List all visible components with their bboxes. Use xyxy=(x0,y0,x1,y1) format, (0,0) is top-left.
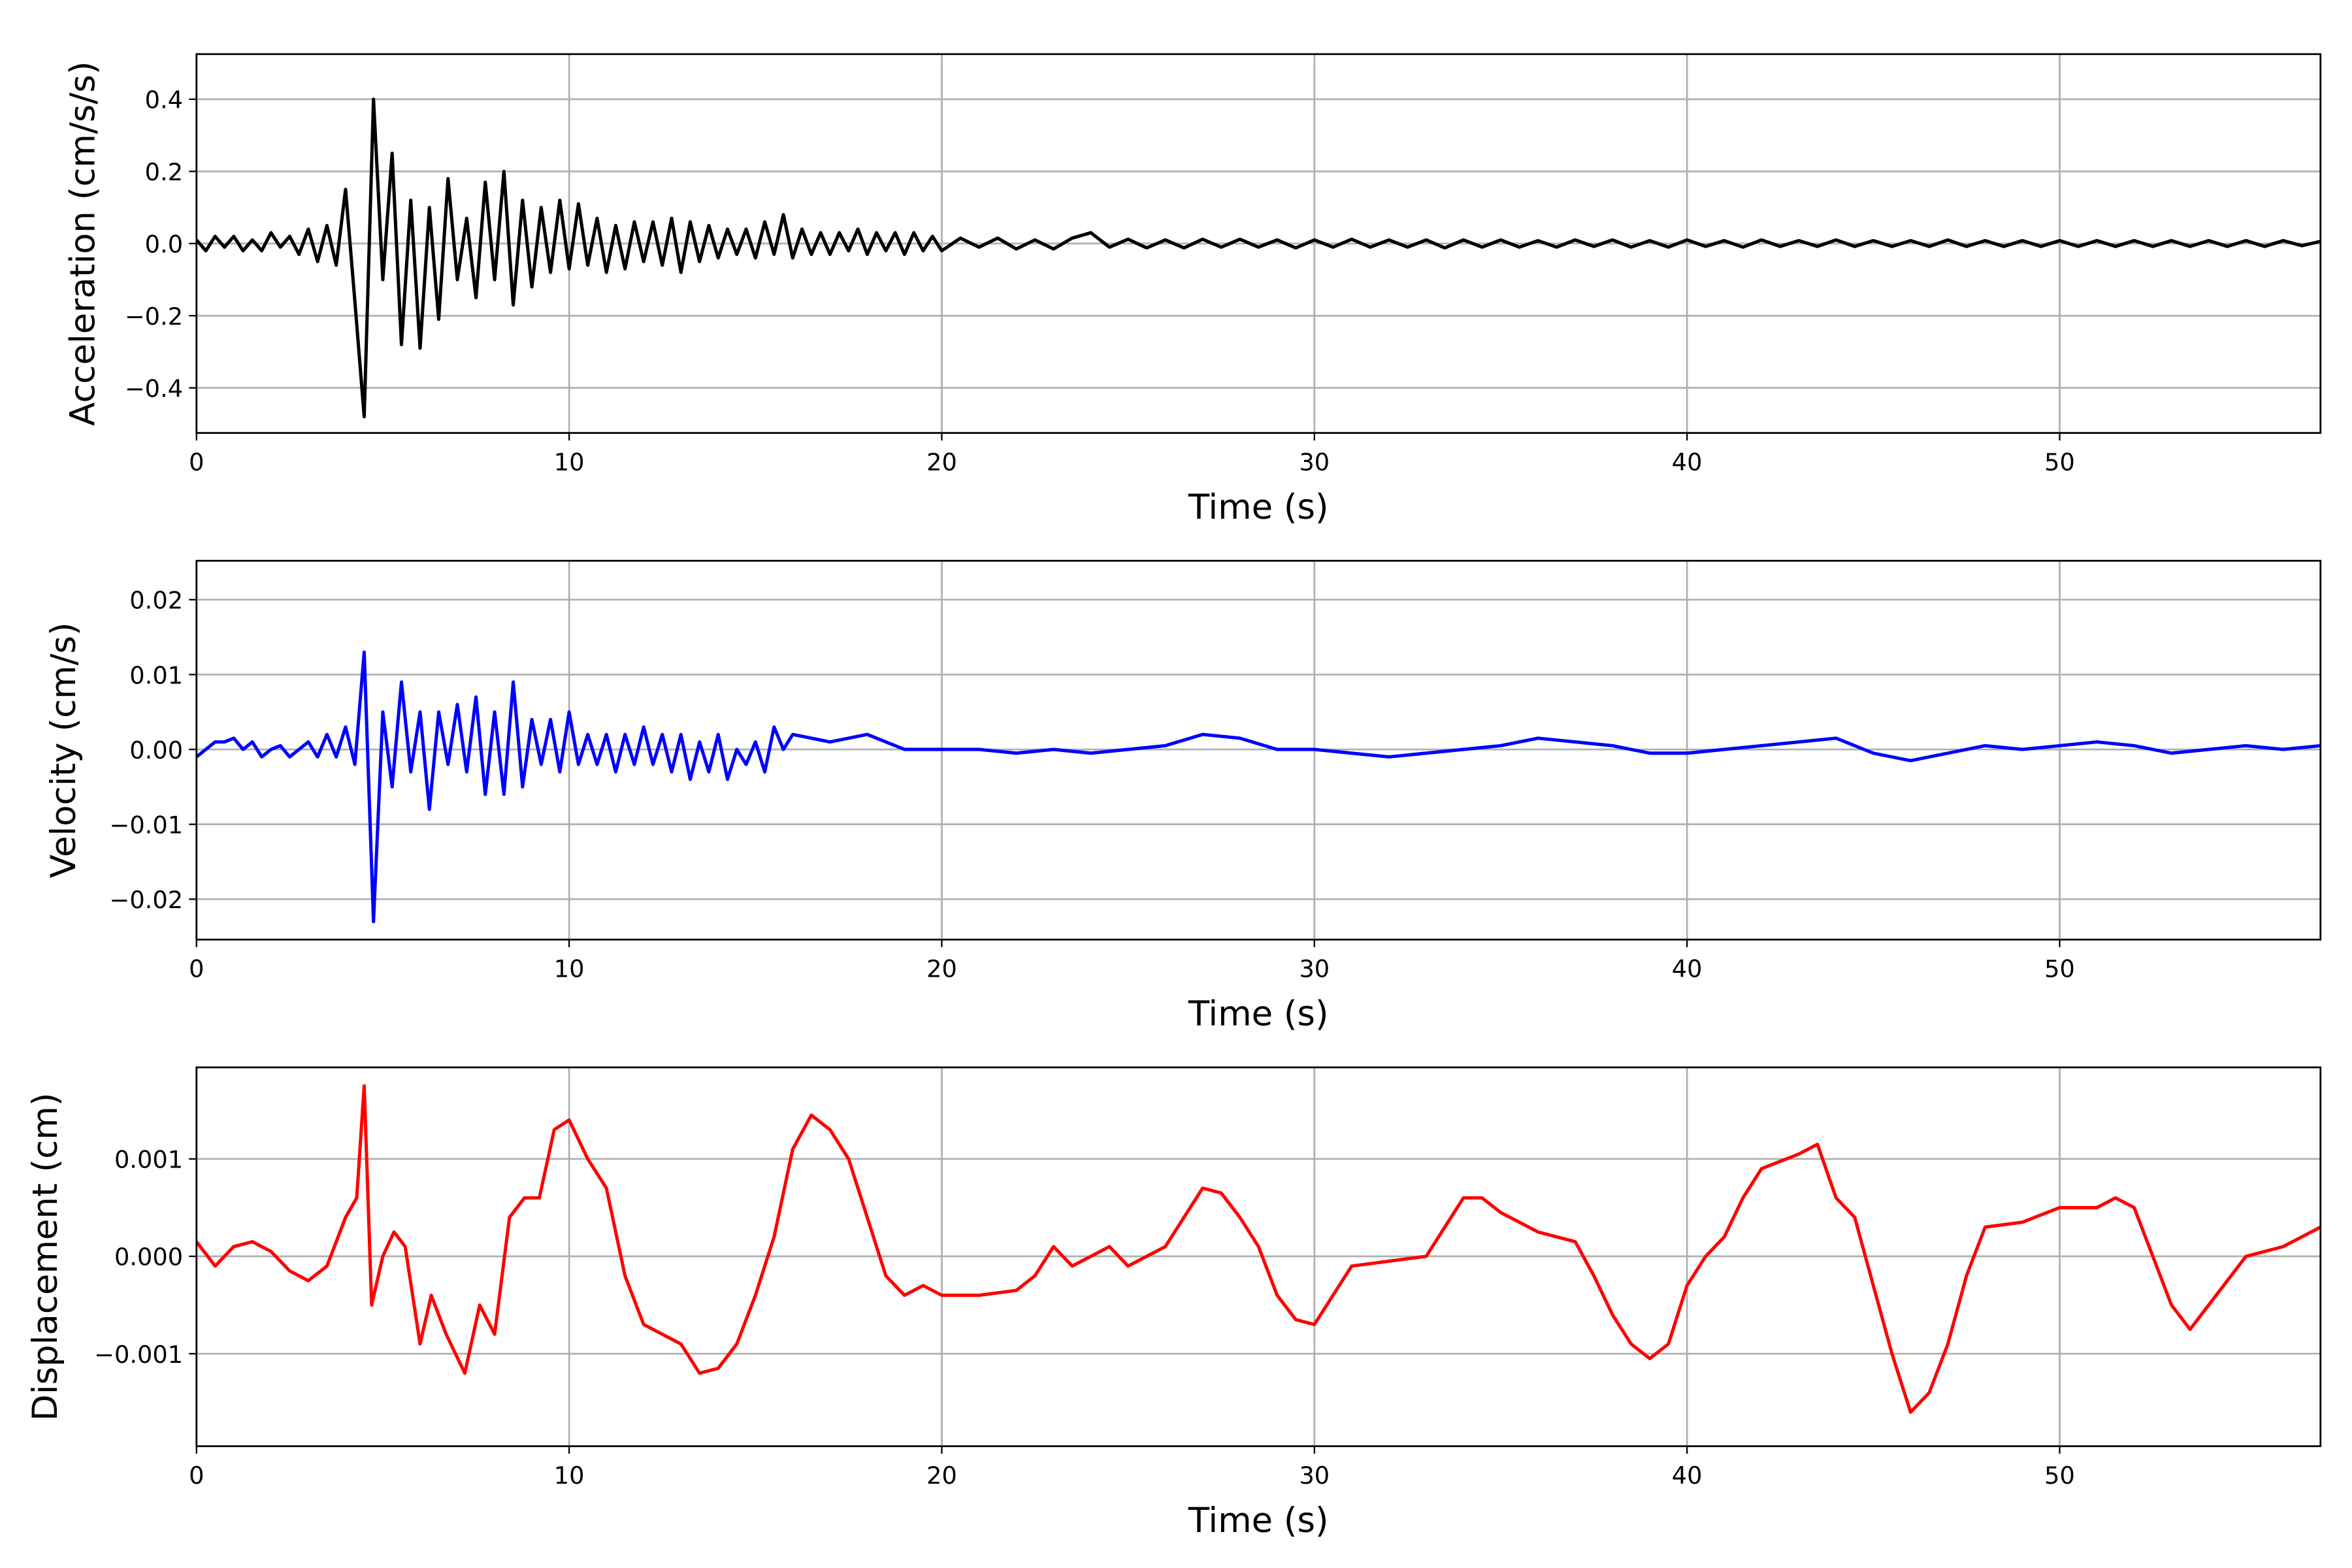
x-tick-label: 40 xyxy=(1672,1462,1703,1490)
y-axis-label: Acceleration (cm/s/s) xyxy=(63,61,103,426)
x-tick-label: 50 xyxy=(2044,1462,2075,1490)
x-axis-label: Time (s) xyxy=(1188,1501,1329,1541)
y-tick-label: −0.02 xyxy=(110,886,184,914)
y-tick-label: 0.0 xyxy=(145,231,183,259)
x-tick-label: 40 xyxy=(1672,448,1703,476)
plot-frame xyxy=(195,1066,2322,1447)
y-tick-label: 0.001 xyxy=(114,1146,183,1174)
data-line xyxy=(196,97,2321,419)
x-tick-label: 10 xyxy=(554,955,585,983)
x-tick-label: 20 xyxy=(926,448,957,476)
x-axis-label: Time (s) xyxy=(1188,994,1329,1034)
y-tick-label: 0.01 xyxy=(129,661,183,689)
y-tick-label: −0.2 xyxy=(125,302,183,331)
x-axis-label: Time (s) xyxy=(1188,487,1329,527)
x-tick-label: 30 xyxy=(1299,1462,1330,1490)
x-tick-label: 20 xyxy=(926,1462,957,1490)
x-tick-label: 10 xyxy=(554,448,585,476)
y-tick-label: 0.2 xyxy=(145,158,183,186)
x-tick-label: 0 xyxy=(189,955,204,983)
x-tick-label: 0 xyxy=(189,1462,204,1490)
y-axis-label: Displacement (cm) xyxy=(25,1092,65,1421)
plot-frame xyxy=(195,559,2322,941)
x-tick-label: 10 xyxy=(554,1462,585,1490)
x-tick-label: 50 xyxy=(2044,955,2075,983)
x-tick-label: 50 xyxy=(2044,448,2075,476)
x-tick-label: 0 xyxy=(189,448,204,476)
x-tick-label: 30 xyxy=(1299,448,1330,476)
data-line xyxy=(196,1084,2321,1414)
x-tick-label: 30 xyxy=(1299,955,1330,983)
x-tick-label: 40 xyxy=(1672,955,1703,983)
x-tick-label: 20 xyxy=(926,955,957,983)
y-tick-label: −0.01 xyxy=(110,811,184,839)
y-tick-label: −0.001 xyxy=(94,1341,183,1369)
plot-frame xyxy=(195,53,2322,434)
y-tick-label: 0.02 xyxy=(129,587,183,615)
y-tick-label: 0.4 xyxy=(145,86,183,114)
y-tick-label: 0.00 xyxy=(129,736,183,764)
data-line xyxy=(196,650,2321,924)
y-tick-label: −0.4 xyxy=(125,374,183,402)
y-tick-label: 0.000 xyxy=(114,1243,183,1271)
y-axis-label: Velocity (cm/s) xyxy=(44,622,84,878)
